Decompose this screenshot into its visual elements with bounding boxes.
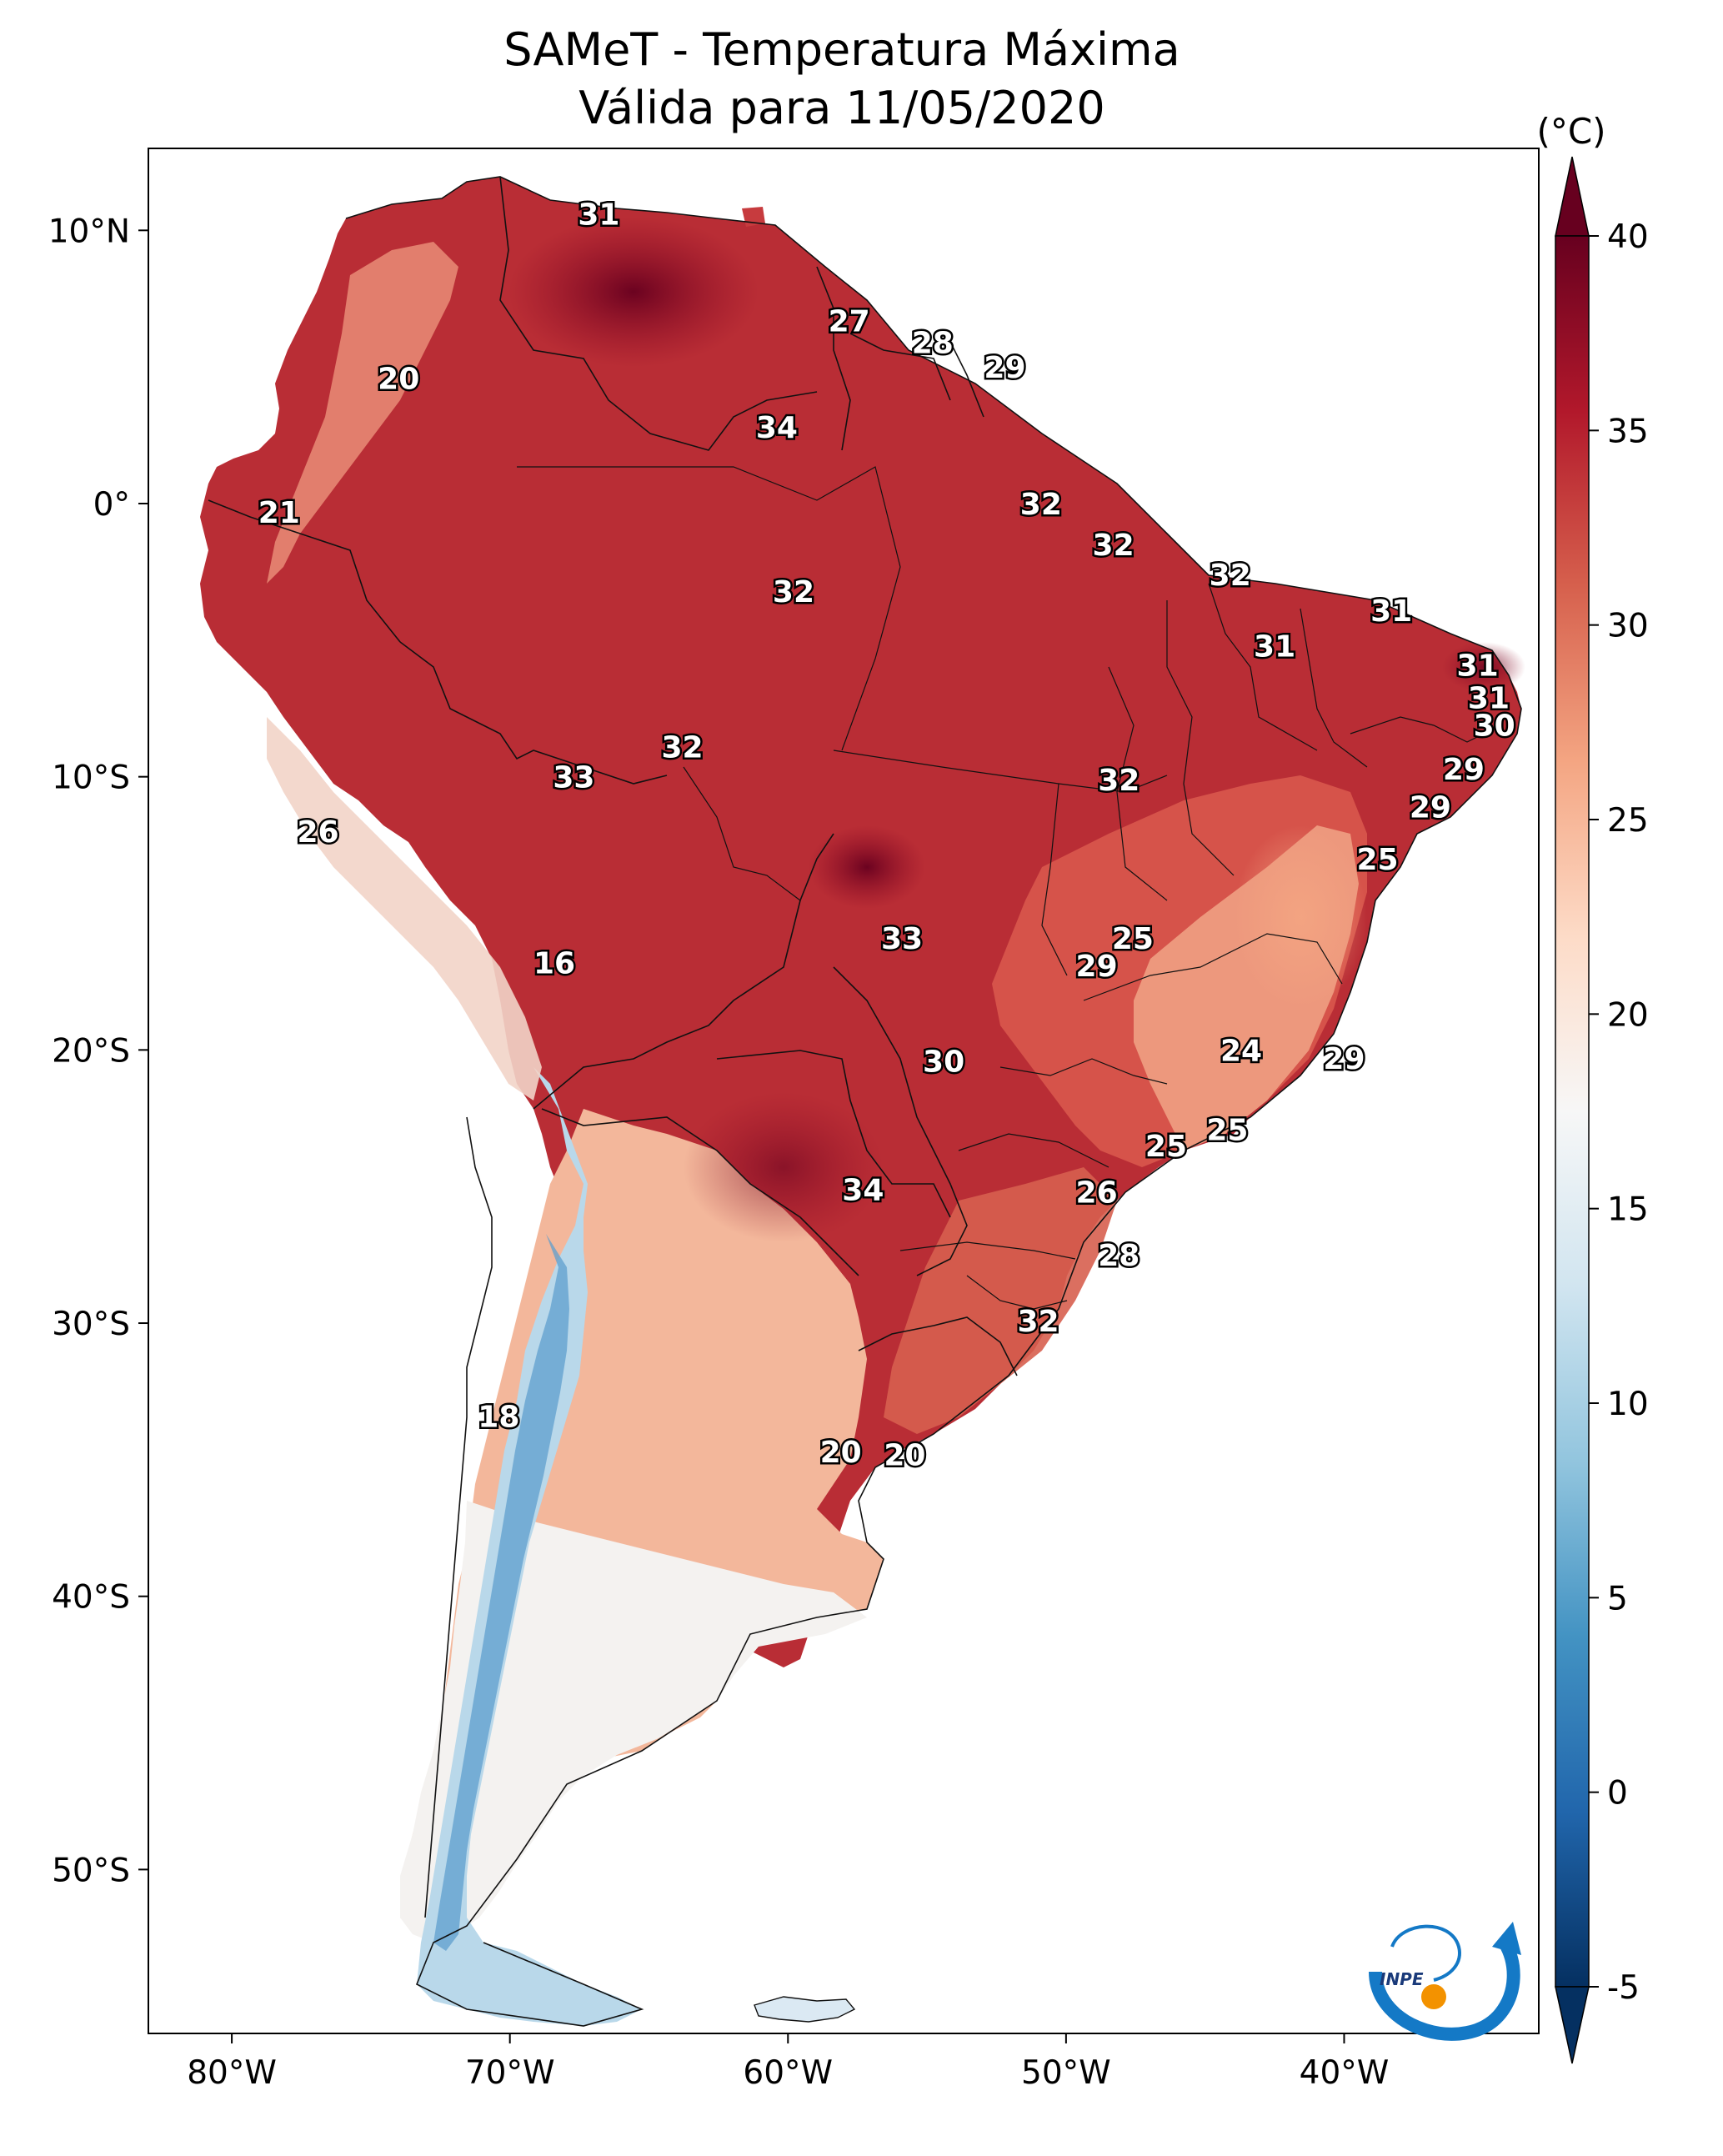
temperature-label: 31 bbox=[578, 198, 619, 233]
colorbar-ticks: 40 35 30 25 20 15 10 5 0 -5 bbox=[1589, 218, 1649, 2007]
temperature-label: 25 bbox=[1145, 1130, 1187, 1164]
lat-tick-label: 10°S bbox=[52, 760, 130, 797]
temperature-label: 33 bbox=[553, 761, 594, 795]
temperature-label: 32 bbox=[1098, 764, 1139, 798]
temperature-label: 32 bbox=[1017, 1305, 1059, 1339]
lat-tick-label: 0° bbox=[93, 486, 130, 524]
colorbar-tick-label: 30 bbox=[1607, 608, 1649, 645]
lat-tick-label: 20°S bbox=[52, 1032, 130, 1070]
temperature-label: 31 bbox=[1457, 649, 1499, 683]
temperature-label: 29 bbox=[1323, 1042, 1365, 1076]
colorbar-body bbox=[1555, 235, 1590, 1988]
colorbar-tick-label: 40 bbox=[1607, 218, 1649, 256]
longitude-ticks: 80°W 70°W 60°W 50°W 40°W bbox=[187, 2033, 1389, 2092]
land-peru-highlands bbox=[267, 717, 542, 1101]
colorbar-top-extension bbox=[1555, 156, 1590, 237]
lon-tick-label: 60°W bbox=[743, 2054, 833, 2092]
lat-tick-label: 30°S bbox=[52, 1306, 130, 1343]
colorbar-tick-label: -5 bbox=[1607, 1969, 1640, 2007]
temperature-label: 28 bbox=[1098, 1239, 1139, 1273]
land-hot-north bbox=[200, 177, 1521, 1667]
temperature-label: 31 bbox=[1468, 682, 1510, 716]
temperature-label: 20 bbox=[378, 362, 419, 396]
inpe-logo-sun bbox=[1421, 1984, 1446, 2009]
colorbar-unit-label: (°C) bbox=[1536, 111, 1605, 152]
hotspot-chaco bbox=[684, 1092, 884, 1242]
colorbar-tick-label: 0 bbox=[1607, 1775, 1628, 1813]
country-borders bbox=[208, 176, 1522, 2027]
temperature-label: 21 bbox=[258, 496, 300, 530]
land-malvinas bbox=[754, 1996, 856, 2023]
temperature-label: 27 bbox=[829, 304, 870, 338]
map-title-line2: Válida para 11/05/2020 bbox=[579, 82, 1104, 134]
temperature-label: 34 bbox=[756, 411, 798, 445]
colorbar-tick-label: 10 bbox=[1607, 1386, 1649, 1423]
lon-tick-label: 50°W bbox=[1021, 2054, 1111, 2092]
temperature-label: 29 bbox=[1076, 950, 1118, 984]
temperature-label: 32 bbox=[1020, 488, 1062, 522]
temperature-label: 25 bbox=[1356, 843, 1398, 877]
colorbar-tick-label: 5 bbox=[1607, 1580, 1628, 1617]
colorbar-tick-label: 35 bbox=[1607, 413, 1649, 450]
temperature-label: 24 bbox=[1220, 1034, 1262, 1068]
temperature-label: 28 bbox=[912, 327, 954, 361]
temperature-label: 30 bbox=[923, 1045, 964, 1079]
hotspot-northeast bbox=[1442, 642, 1525, 692]
lon-tick-label: 70°W bbox=[465, 2054, 555, 2092]
temperature-label: 16 bbox=[533, 946, 575, 980]
temperature-label: 32 bbox=[661, 731, 703, 765]
lat-tick-label: 50°S bbox=[52, 1852, 130, 1889]
land-patagonia-white bbox=[400, 1501, 867, 1943]
lat-tick-label: 10°N bbox=[48, 213, 130, 250]
temperature-label: 32 bbox=[773, 575, 814, 609]
lon-tick-label: 80°W bbox=[187, 2054, 277, 2092]
temperature-label: 20 bbox=[820, 1436, 862, 1470]
temperature-label: 31 bbox=[1370, 594, 1412, 629]
state-borders bbox=[517, 466, 1501, 1310]
colorbar: (°C) 40 35 30 25 20 15 10 5 0 -5 bbox=[1536, 111, 1649, 2064]
temperature-label: 32 bbox=[1210, 559, 1251, 593]
lon-tick-label: 40°W bbox=[1300, 2054, 1390, 2092]
coolspot-minas bbox=[1234, 825, 1367, 1009]
hotspot-venezuela bbox=[508, 217, 759, 367]
temperature-label: 25 bbox=[1112, 922, 1154, 956]
land-colombia-highlands bbox=[267, 242, 458, 584]
colorbar-tick-label: 25 bbox=[1607, 802, 1649, 840]
lat-tick-label: 40°S bbox=[52, 1579, 130, 1617]
latitude-ticks: 10°N 0° 10°S 20°S 30°S 40°S 50°S bbox=[48, 213, 148, 1889]
colorbar-bottom-extension bbox=[1555, 1986, 1590, 2064]
temperature-label: 32 bbox=[1093, 529, 1134, 563]
map-title-line1: SAMeT - Temperatura Máxima bbox=[503, 23, 1180, 76]
inpe-logo: INPE bbox=[1369, 1922, 1521, 2041]
map-area bbox=[148, 148, 1539, 2033]
temperature-label: 25 bbox=[1206, 1113, 1248, 1147]
temperature-label: 20 bbox=[884, 1438, 925, 1472]
colorbar-tick-label: 20 bbox=[1607, 996, 1649, 1034]
temperature-label: 26 bbox=[297, 815, 338, 850]
temperature-label: 26 bbox=[1076, 1176, 1118, 1211]
temperature-label: 29 bbox=[984, 351, 1025, 385]
temperature-label: 29 bbox=[1410, 791, 1451, 825]
land-andes-colder bbox=[433, 1234, 569, 1951]
hotspot-mato-grosso bbox=[809, 825, 925, 909]
inpe-logo-arrow bbox=[1492, 1922, 1521, 1955]
temperature-label: 34 bbox=[842, 1173, 884, 1207]
inpe-logo-text: INPE bbox=[1380, 1969, 1424, 1989]
colorbar-tick-label: 15 bbox=[1607, 1191, 1649, 1229]
temperature-label: 31 bbox=[1254, 629, 1295, 664]
map-frame bbox=[148, 148, 1540, 2034]
temperature-label: 18 bbox=[478, 1400, 519, 1434]
temperature-label: 30 bbox=[1474, 709, 1515, 743]
inpe-logo-orbit bbox=[1390, 1924, 1461, 1982]
temperature-label: 29 bbox=[1443, 753, 1485, 787]
temperature-label: 33 bbox=[881, 922, 923, 956]
inpe-logo-swoosh bbox=[1369, 1938, 1520, 2041]
